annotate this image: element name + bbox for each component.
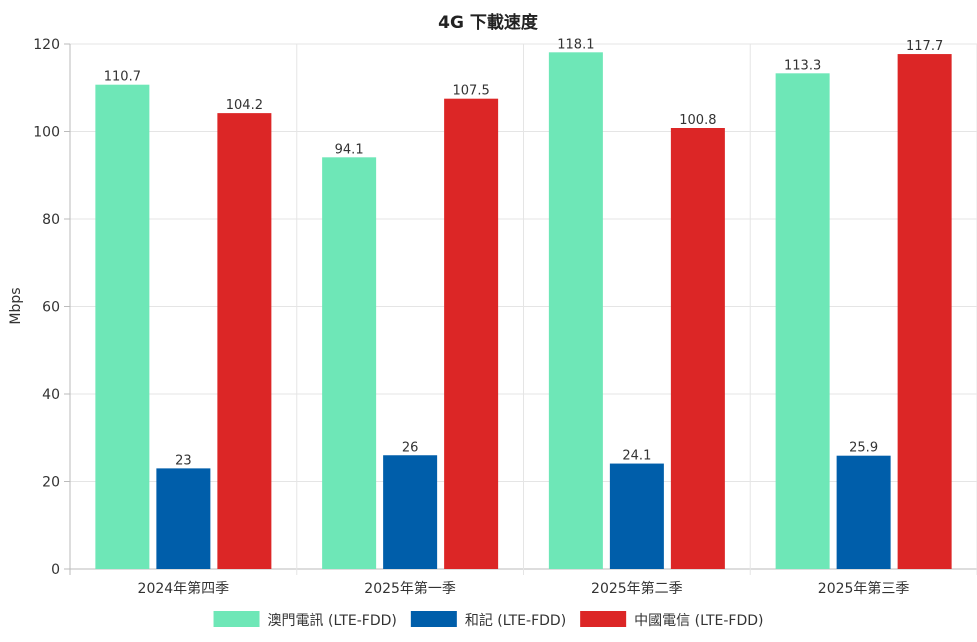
bar[interactable] (156, 468, 211, 569)
legend-swatch (410, 611, 457, 627)
y-tick-label: 60 (42, 300, 60, 316)
legend: 澳門電訊 (LTE-FDD) 和記 (LTE-FDD) 中國電信 (LTE-FDD) (213, 611, 763, 629)
data-label: 118.1 (557, 37, 594, 52)
y-tick-label: 80 (42, 212, 60, 228)
y-tick-label: 40 (42, 387, 60, 403)
y-tick-label: 120 (33, 37, 60, 53)
x-tick-label: 2025年第一季 (364, 580, 456, 597)
data-label: 110.7 (104, 70, 141, 85)
bar[interactable] (670, 128, 725, 569)
data-label: 24.1 (622, 449, 651, 464)
y-tick-label: 0 (51, 562, 60, 578)
chart-title: 4G 下載速度 (438, 12, 539, 33)
data-label: 23 (175, 453, 192, 468)
data-label: 117.7 (906, 39, 943, 54)
y-tick-label: 20 (42, 475, 60, 491)
legend-swatch (213, 611, 260, 627)
bar[interactable] (383, 455, 438, 569)
data-label: 25.9 (849, 441, 878, 456)
bar[interactable] (548, 52, 603, 569)
data-label: 26 (402, 440, 419, 455)
legend-label: 中國電信 (LTE-FDD) (634, 613, 763, 629)
legend-label: 和記 (LTE-FDD) (465, 612, 566, 629)
bar[interactable] (95, 84, 150, 569)
bar[interactable] (217, 113, 272, 569)
bar[interactable] (897, 54, 952, 569)
bar[interactable] (836, 455, 891, 569)
bar[interactable] (322, 157, 377, 569)
x-tick-label: 2025年第二季 (591, 580, 683, 597)
y-axis-label: Mbps (8, 287, 24, 324)
data-label: 104.2 (226, 98, 263, 113)
y-tick-label: 100 (33, 125, 60, 141)
bar[interactable] (609, 463, 664, 569)
data-label: 94.1 (335, 142, 364, 157)
data-label: 113.3 (784, 58, 821, 73)
data-label: 107.5 (453, 84, 490, 99)
legend-label: 澳門電訊 (LTE-FDD) (268, 613, 397, 629)
x-tick-label: 2024年第四季 (138, 580, 230, 597)
legend-swatch (580, 611, 627, 627)
bar[interactable] (444, 98, 499, 569)
x-tick-label: 2025年第三季 (818, 580, 910, 597)
data-label: 100.8 (679, 113, 716, 128)
bar[interactable] (775, 73, 830, 569)
